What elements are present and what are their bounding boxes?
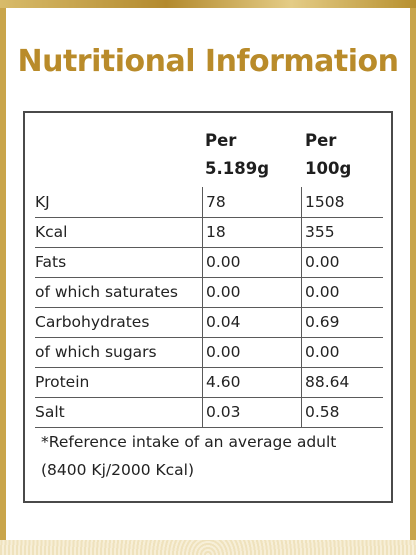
row-value-per-serving: 0.04: [202, 307, 301, 337]
row-value-per-100g: 88.64: [301, 367, 383, 397]
table-row: of which sugars 0.00 0.00: [35, 337, 383, 368]
header-per-100g-line1: Per: [305, 131, 337, 150]
table-row: Fats 0.00 0.00: [35, 247, 383, 278]
row-value-per-serving: 0.00: [202, 337, 301, 367]
row-value-per-100g: 355: [301, 217, 383, 247]
row-value-per-100g: 0.00: [301, 277, 383, 307]
row-value-per-serving: 18: [202, 217, 301, 247]
row-label: Protein: [35, 373, 90, 391]
table-row: KJ 78 1508: [35, 187, 383, 218]
row-value-per-serving: 0.00: [202, 247, 301, 277]
row-label: Fats: [35, 253, 67, 271]
row-value-per-100g: 1508: [301, 187, 383, 217]
row-value-per-serving: 4.60: [202, 367, 301, 397]
header-per-serving-line1: Per: [205, 131, 237, 150]
table-row: Carbohydrates 0.04 0.69: [35, 307, 383, 338]
header-per-serving: Per 5.189g: [205, 127, 269, 183]
row-value-per-100g: 0.69: [301, 307, 383, 337]
row-value-per-100g: 0.00: [301, 337, 383, 367]
row-value-per-serving: 0.03: [202, 397, 301, 427]
footnote-line2: (8400 Kj/2000 Kcal): [41, 461, 195, 479]
reference-footnote: *Reference intake of an average adult (8…: [41, 428, 381, 484]
row-label: of which saturates: [35, 283, 178, 301]
row-label: Salt: [35, 403, 65, 421]
row-label: of which sugars: [35, 343, 157, 361]
table-row: of which saturates 0.00 0.00: [35, 277, 383, 308]
row-value-per-100g: 0.00: [301, 247, 383, 277]
row-value-per-serving: 0.00: [202, 277, 301, 307]
row-label: Carbohydrates: [35, 313, 150, 331]
row-value-per-serving: 78: [202, 187, 301, 217]
footnote-line1: *Reference intake of an average adult: [41, 433, 337, 451]
row-label: KJ: [35, 193, 50, 211]
top-gold-band: [0, 0, 416, 8]
nutrition-table-panel: Per 5.189g Per 100g KJ 78 1508 Kcal 18 3…: [23, 111, 393, 503]
page-title: Nutritional Information: [17, 44, 399, 79]
header-per-100g: Per 100g: [305, 127, 351, 183]
table-row: Protein 4.60 88.64: [35, 367, 383, 398]
table-row: Kcal 18 355: [35, 217, 383, 248]
row-label: Kcal: [35, 223, 68, 241]
bottom-pattern-band: [0, 540, 416, 555]
header-per-100g-line2: 100g: [305, 159, 352, 178]
row-value-per-100g: 0.58: [301, 397, 383, 427]
header-per-serving-line2: 5.189g: [205, 159, 270, 178]
table-row: Salt 0.03 0.58: [35, 397, 383, 428]
